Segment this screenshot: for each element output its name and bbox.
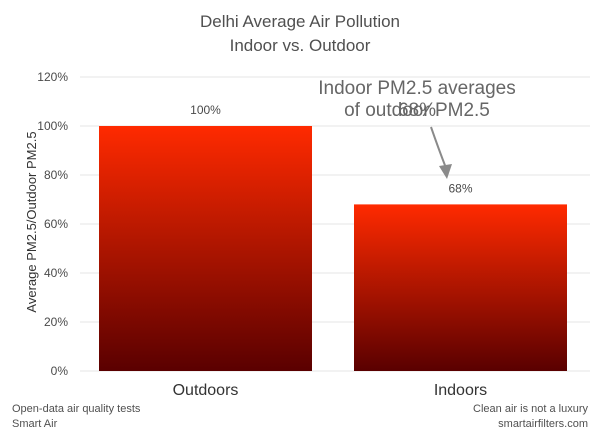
y-axis-tick-labels: 0% 20% 40% 60% 80% 100% 120% [37,70,68,378]
callout-line-2: of outdoor PM2.5 [344,100,490,121]
y-tick-label: 120% [37,70,68,84]
y-tick-label: 80% [44,168,68,182]
footer-left-line-1: Open-data air quality tests [12,403,141,415]
bar-data-label: 68% [448,181,472,195]
footer-left-line-2: Smart Air [12,418,58,430]
footer-right-line-1: Clean air is not a luxury [473,403,588,415]
x-axis-tick-labels: Outdoors Indoors [173,382,488,399]
chart-title-line-1: Delhi Average Air Pollution [199,12,401,31]
callout-arrow [430,126,452,179]
bars [99,126,567,371]
y-tick-label: 20% [44,315,68,329]
y-axis-label: Average PM2.5/Outdoor PM2.5 [24,131,39,312]
chart-title-line-2: Indoor vs. Outdoor [229,36,371,55]
bar-indoors [354,204,567,371]
y-tick-label: 60% [44,217,68,231]
y-tick-label: 100% [37,119,68,133]
y-tick-label: 40% [44,266,68,280]
bar-data-labels: 100% 68% [190,103,473,195]
footer-source: Open-data air quality tests Smart Air [12,402,140,432]
footer-right-line-2: smartairfilters.com [498,418,588,430]
x-tick-label: Indoors [434,382,487,399]
y-tick-label: 0% [51,364,69,378]
bar-outdoors [99,126,312,371]
x-tick-label: Outdoors [173,382,239,399]
callout-line-1: Indoor PM2.5 averages 68% [318,78,516,121]
footer-brand: Clean air is not a luxury smartairfilter… [473,402,588,432]
bar-data-label: 100% [190,103,221,117]
